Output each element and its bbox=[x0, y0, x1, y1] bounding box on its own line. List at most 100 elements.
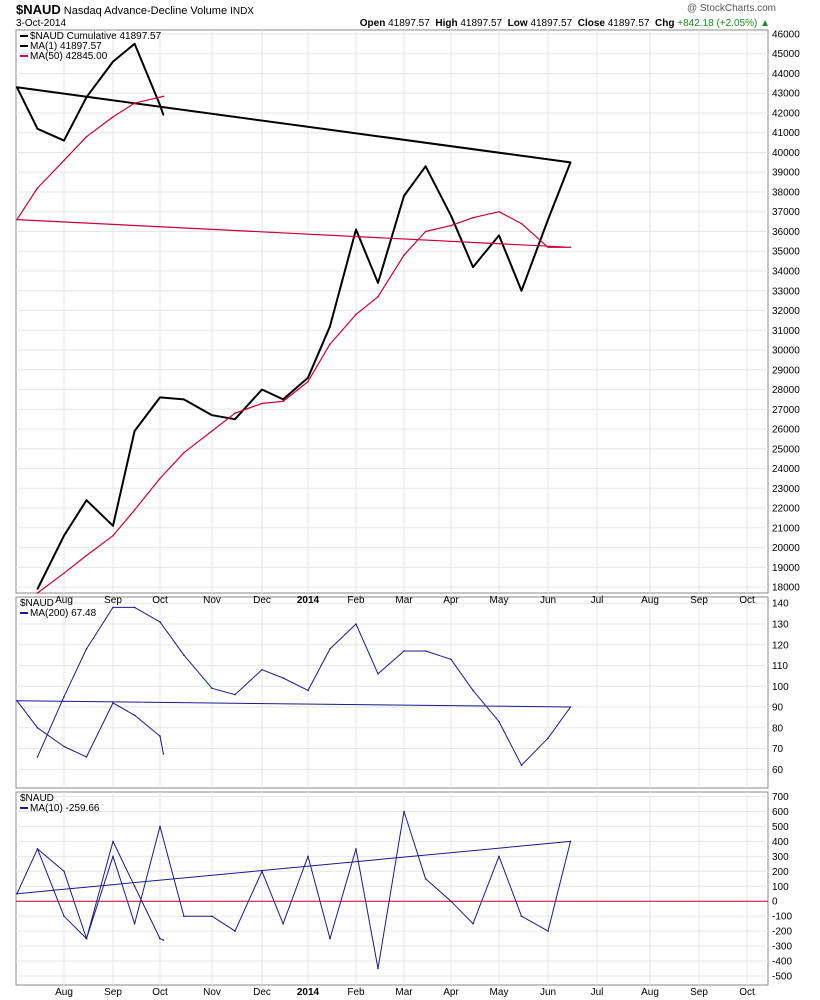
y-tick-label: -400 bbox=[772, 957, 792, 968]
ma10-point bbox=[85, 937, 88, 940]
y-tick-label: -200 bbox=[772, 927, 792, 938]
low-label: Low bbox=[507, 18, 528, 29]
ma10-point bbox=[261, 870, 263, 873]
open-label: Open bbox=[359, 18, 386, 29]
y-tick-label: 700 bbox=[772, 792, 789, 803]
price-point bbox=[162, 114, 165, 116]
x-tick-label: Dec bbox=[253, 595, 271, 606]
x-tick-label: Sep bbox=[690, 987, 708, 998]
x-tick-label: May bbox=[490, 595, 509, 606]
ma10-point bbox=[403, 810, 405, 813]
x-tick-label: May bbox=[490, 987, 509, 998]
ma200-point bbox=[133, 714, 136, 717]
price-point bbox=[112, 525, 114, 527]
ma10-point bbox=[162, 939, 165, 941]
legend-label: $NAUD Cumulative 41897.57 bbox=[30, 31, 162, 42]
ma200-point bbox=[261, 668, 263, 671]
ma50-point bbox=[498, 210, 500, 213]
panel-frame-ma10 bbox=[15, 791, 769, 986]
ma10-point bbox=[159, 937, 161, 940]
ma50-point bbox=[450, 224, 452, 227]
ma50-point bbox=[133, 102, 136, 104]
price-point bbox=[36, 588, 39, 590]
price-point bbox=[133, 430, 136, 432]
ma50-point bbox=[159, 477, 161, 480]
y-tick-label: 42000 bbox=[772, 108, 800, 119]
y-tick-label: 400 bbox=[772, 837, 789, 848]
price-point bbox=[234, 418, 236, 421]
y-tick-label: 29000 bbox=[772, 365, 800, 376]
y-tick-label: 41000 bbox=[772, 128, 800, 139]
price-point bbox=[403, 195, 405, 197]
ma50-point bbox=[424, 230, 427, 233]
ma50-point bbox=[520, 222, 523, 225]
y-tick-label: 31000 bbox=[772, 326, 800, 337]
price-point bbox=[329, 325, 331, 328]
ma50-point bbox=[355, 313, 357, 316]
ma10-point bbox=[63, 870, 65, 873]
ma10-point bbox=[547, 930, 549, 932]
y-tick-label: 21000 bbox=[772, 523, 800, 534]
x-tick-label: Nov bbox=[203, 987, 221, 998]
ma200-point bbox=[159, 735, 161, 737]
y-tick-label: 37000 bbox=[772, 207, 800, 218]
y-tick-label: 300 bbox=[772, 852, 789, 863]
y-tick-label: 60 bbox=[772, 765, 784, 776]
x-tick-label: Oct bbox=[152, 987, 168, 998]
ma50-point bbox=[547, 246, 549, 249]
up-arrow-icon: ▲ bbox=[760, 18, 770, 29]
legend-label: MA(10) -259.66 bbox=[30, 803, 100, 814]
y-tick-label: 100 bbox=[772, 882, 789, 893]
x-tick-label: Jul bbox=[591, 595, 604, 606]
ma200-point bbox=[569, 706, 572, 708]
x-tick-label: Sep bbox=[104, 987, 122, 998]
y-tick-label: 18000 bbox=[772, 583, 800, 594]
y-tick-label: 38000 bbox=[772, 187, 800, 198]
ma200-point bbox=[112, 702, 114, 704]
ma200-point bbox=[162, 753, 165, 755]
ma50-point bbox=[211, 430, 213, 432]
ma50-point bbox=[183, 451, 185, 454]
x-tick-label: Nov bbox=[203, 595, 221, 606]
close-value: 41897.57 bbox=[607, 18, 650, 29]
y-tick-label: 25000 bbox=[772, 444, 800, 455]
price-point bbox=[85, 499, 88, 502]
y-tick-label: 0 bbox=[772, 897, 778, 908]
ma10-point bbox=[472, 922, 474, 925]
ma10-point bbox=[234, 930, 236, 932]
ma10-point bbox=[377, 967, 379, 970]
ma10-point bbox=[36, 848, 39, 850]
y-tick-label: 130 bbox=[772, 619, 789, 630]
x-tick-label: Sep bbox=[104, 595, 122, 606]
y-tick-label: 19000 bbox=[772, 563, 800, 574]
ma10-point bbox=[133, 885, 136, 888]
price-point bbox=[16, 86, 18, 89]
ma200-point bbox=[307, 689, 309, 692]
ma10-point bbox=[183, 915, 185, 917]
price-point bbox=[450, 214, 452, 217]
x-tick-label: Jul bbox=[591, 987, 604, 998]
y-tick-label: 44000 bbox=[772, 69, 800, 80]
ma50-point bbox=[112, 534, 114, 537]
ma200-point bbox=[520, 764, 523, 766]
ma50-point bbox=[403, 254, 405, 256]
ma50-point bbox=[261, 402, 263, 405]
y-tick-label: 26000 bbox=[772, 425, 800, 436]
ma200-point bbox=[133, 606, 136, 609]
ma200-point bbox=[472, 689, 474, 692]
ma200-point bbox=[159, 621, 161, 623]
ma10-point bbox=[159, 825, 161, 828]
ma200-point bbox=[424, 650, 427, 652]
ma50-point bbox=[234, 412, 236, 415]
ma50-point bbox=[162, 95, 165, 98]
ma50-point bbox=[63, 572, 65, 574]
chg-value: +842.18 (+2.05%) bbox=[677, 18, 758, 29]
price-point bbox=[211, 414, 213, 417]
ma200-point bbox=[16, 700, 18, 702]
x-tick-label: Aug bbox=[641, 595, 659, 606]
y-tick-label: 120 bbox=[772, 640, 789, 651]
ma200-point bbox=[211, 687, 213, 690]
panel-frame-ma200 bbox=[15, 596, 769, 789]
ma200-point bbox=[183, 654, 185, 656]
price-point bbox=[520, 290, 523, 292]
